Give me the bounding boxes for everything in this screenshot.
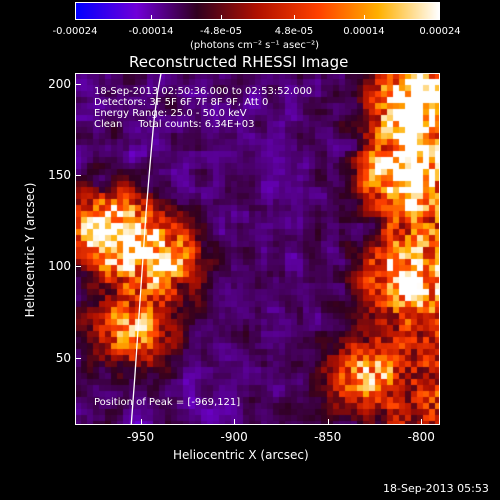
footer-timestamp: 18-Sep-2013 05:53 (383, 482, 489, 495)
x-tick-label: -800 (407, 430, 435, 444)
colorbar-tick-mark (151, 15, 153, 20)
annotation-time: 18-Sep-2013 02:50:36.000 to 02:53:52.000 (94, 86, 313, 97)
colorbar-tick-label: 4.8e-05 (274, 26, 314, 37)
y-tick-mark (75, 175, 81, 177)
colorbar-tick-label: 0.00014 (343, 26, 385, 37)
y-tick-mark (75, 357, 81, 359)
peak-position-label: Position of Peak = [-969,121] (94, 397, 241, 408)
colorbar-units: (photons cm⁻² s⁻¹ asec⁻²) (190, 40, 320, 51)
plot-area: 18-Sep-2013 02:50:36.000 to 02:53:52.000… (75, 73, 440, 425)
chart-title: Reconstructed RHESSI Image (129, 53, 349, 71)
y-axis-label: Heliocentric Y (arcsec) (23, 182, 37, 318)
solar-limb-line (130, 73, 162, 425)
colorbar-tick-mark (294, 15, 295, 20)
y-tick-label: 200 (48, 76, 71, 91)
colorbar-tick-label: -4.8e-05 (200, 26, 242, 37)
colorbar-tick-label: -0.00024 (52, 26, 98, 37)
y-tick-mark (75, 266, 81, 268)
x-tick-label: -850 (314, 430, 342, 444)
y-tick-label: 100 (48, 259, 71, 274)
colorbar-tick-label: 0.00024 (419, 26, 461, 37)
x-tick-mark (327, 419, 329, 425)
annotation-energy: Energy Range: 25.0 - 50.0 keV (94, 108, 247, 119)
colorbar-tick-mark (221, 15, 222, 20)
y-tick-label: 50 (55, 350, 71, 365)
x-tick-label: -950 (126, 430, 155, 444)
y-tick-label: 150 (48, 168, 71, 183)
x-tick-mark (421, 419, 423, 425)
y-tick-mark (75, 83, 81, 85)
limb-curve-layer (130, 73, 162, 425)
x-tick-label: -900 (220, 430, 248, 444)
annotation-counts: Clean Total counts: 6.34E+03 (94, 119, 255, 130)
x-tick-mark (140, 419, 142, 425)
colorbar-tick-label: -0.00014 (128, 26, 174, 37)
x-tick-mark (234, 419, 236, 425)
colorbar-tick-mark (363, 15, 365, 20)
annotation-detectors: Detectors: 3F 5F 6F 7F 8F 9F, Att 0 (94, 97, 269, 108)
colorbar (75, 2, 440, 20)
x-axis-label: Heliocentric X (arcsec) (173, 448, 309, 462)
